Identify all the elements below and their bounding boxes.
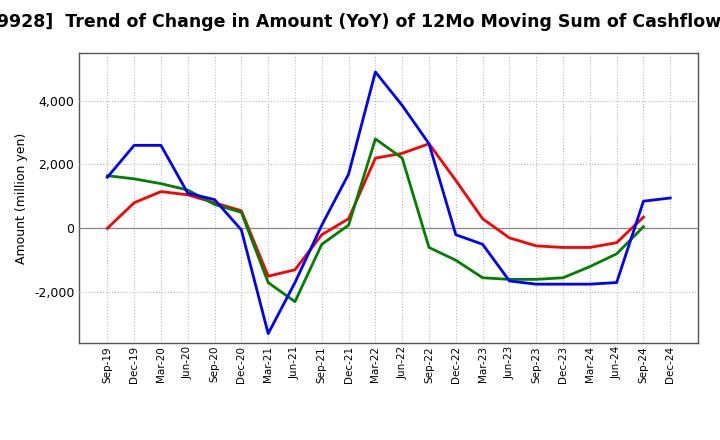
Free Cashflow <box>291 280 300 285</box>
Operating Cashflow <box>398 150 407 156</box>
Operating Cashflow <box>344 216 353 221</box>
Free Cashflow <box>157 143 166 148</box>
Operating Cashflow <box>612 240 621 246</box>
Free Cashflow <box>532 282 541 287</box>
Investing Cashflow <box>639 224 648 229</box>
Free Cashflow <box>612 280 621 285</box>
Free Cashflow <box>371 70 379 75</box>
Investing Cashflow <box>291 299 300 304</box>
Investing Cashflow <box>398 155 407 161</box>
Free Cashflow <box>505 279 514 284</box>
Operating Cashflow <box>425 141 433 147</box>
Investing Cashflow <box>371 136 379 142</box>
Operating Cashflow <box>559 245 567 250</box>
Operating Cashflow <box>157 189 166 194</box>
Free Cashflow <box>130 143 138 148</box>
Investing Cashflow <box>157 181 166 186</box>
Investing Cashflow <box>532 277 541 282</box>
Operating Cashflow <box>130 200 138 205</box>
Investing Cashflow <box>184 187 192 193</box>
Operating Cashflow <box>505 235 514 241</box>
Investing Cashflow <box>612 251 621 257</box>
Free Cashflow <box>184 191 192 196</box>
Free Cashflow <box>344 172 353 177</box>
Free Cashflow <box>478 242 487 247</box>
Free Cashflow <box>639 198 648 204</box>
Free Cashflow <box>666 195 675 201</box>
Operating Cashflow <box>103 226 112 231</box>
Investing Cashflow <box>264 280 272 285</box>
Free Cashflow <box>103 175 112 180</box>
Investing Cashflow <box>451 257 460 263</box>
Investing Cashflow <box>425 245 433 250</box>
Line: Investing Cashflow: Investing Cashflow <box>107 139 644 302</box>
Operating Cashflow <box>451 178 460 183</box>
Operating Cashflow <box>478 216 487 221</box>
Free Cashflow <box>559 282 567 287</box>
Operating Cashflow <box>210 200 219 205</box>
Free Cashflow <box>210 197 219 202</box>
Investing Cashflow <box>237 210 246 215</box>
Investing Cashflow <box>344 223 353 228</box>
Operating Cashflow <box>184 192 192 198</box>
Investing Cashflow <box>210 202 219 207</box>
Operating Cashflow <box>264 274 272 279</box>
Line: Free Cashflow: Free Cashflow <box>107 72 670 334</box>
Operating Cashflow <box>371 155 379 161</box>
Investing Cashflow <box>318 242 326 247</box>
Text: [9928]  Trend of Change in Amount (YoY) of 12Mo Moving Sum of Cashflows: [9928] Trend of Change in Amount (YoY) o… <box>0 13 720 31</box>
Operating Cashflow <box>318 232 326 237</box>
Free Cashflow <box>451 232 460 237</box>
Operating Cashflow <box>291 267 300 272</box>
Free Cashflow <box>585 282 594 287</box>
Investing Cashflow <box>585 264 594 269</box>
Free Cashflow <box>237 227 246 233</box>
Investing Cashflow <box>559 275 567 280</box>
Free Cashflow <box>318 223 326 228</box>
Y-axis label: Amount (million yen): Amount (million yen) <box>15 132 28 264</box>
Operating Cashflow <box>532 243 541 249</box>
Operating Cashflow <box>639 215 648 220</box>
Operating Cashflow <box>237 208 246 213</box>
Investing Cashflow <box>478 275 487 280</box>
Investing Cashflow <box>130 176 138 181</box>
Free Cashflow <box>425 141 433 147</box>
Free Cashflow <box>264 331 272 336</box>
Investing Cashflow <box>103 173 112 178</box>
Line: Operating Cashflow: Operating Cashflow <box>107 144 644 276</box>
Investing Cashflow <box>505 277 514 282</box>
Free Cashflow <box>398 103 407 108</box>
Operating Cashflow <box>585 245 594 250</box>
